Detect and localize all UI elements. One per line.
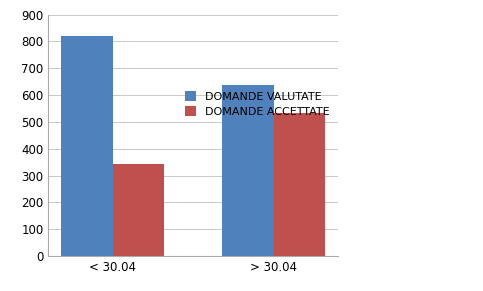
Bar — [273, 113, 325, 256]
Bar — [61, 36, 113, 256]
Legend: DOMANDE VALUTATE, DOMANDE ACCETTATE: DOMANDE VALUTATE, DOMANDE ACCETTATE — [181, 88, 332, 120]
Bar — [222, 85, 273, 256]
Bar — [113, 164, 164, 256]
